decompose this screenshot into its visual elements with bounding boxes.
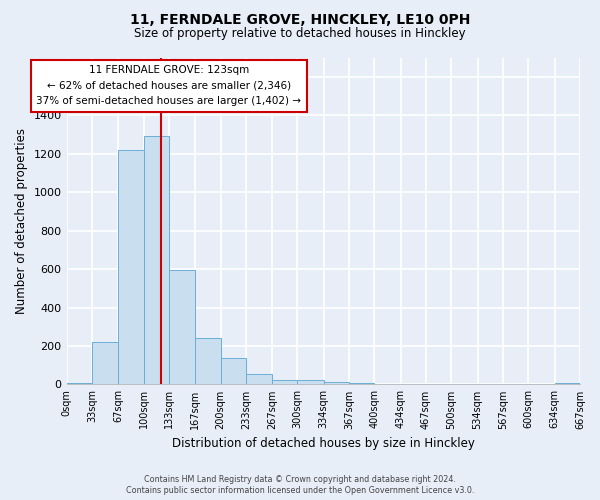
- Text: Size of property relative to detached houses in Hinckley: Size of property relative to detached ho…: [134, 28, 466, 40]
- Bar: [195, 338, 221, 384]
- X-axis label: Distribution of detached houses by size in Hinckley: Distribution of detached houses by size …: [172, 437, 475, 450]
- Y-axis label: Number of detached properties: Number of detached properties: [15, 128, 28, 314]
- Bar: [92, 342, 118, 384]
- Bar: [169, 270, 195, 384]
- Bar: [298, 380, 323, 384]
- Bar: [323, 382, 349, 384]
- Text: 11 FERNDALE GROVE: 123sqm
← 62% of detached houses are smaller (2,346)
37% of se: 11 FERNDALE GROVE: 123sqm ← 62% of detac…: [37, 65, 301, 106]
- Bar: [272, 380, 298, 384]
- Text: Contains HM Land Registry data © Crown copyright and database right 2024.: Contains HM Land Registry data © Crown c…: [144, 475, 456, 484]
- Text: Contains public sector information licensed under the Open Government Licence v3: Contains public sector information licen…: [126, 486, 474, 495]
- Bar: [221, 358, 246, 384]
- Bar: [349, 382, 374, 384]
- Bar: [246, 374, 272, 384]
- Text: 11, FERNDALE GROVE, HINCKLEY, LE10 0PH: 11, FERNDALE GROVE, HINCKLEY, LE10 0PH: [130, 12, 470, 26]
- Bar: [67, 382, 92, 384]
- Bar: [118, 150, 143, 384]
- Bar: [143, 136, 169, 384]
